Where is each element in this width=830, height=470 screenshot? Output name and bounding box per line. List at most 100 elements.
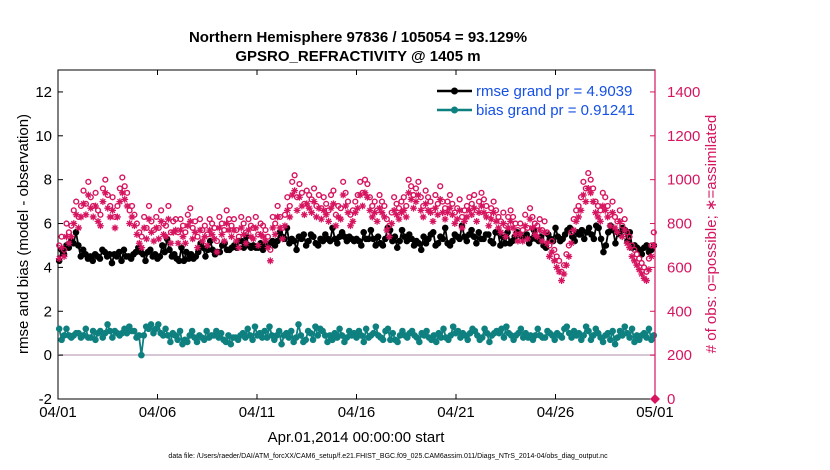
assimilated-point <box>376 204 383 212</box>
rmse-point <box>602 242 610 249</box>
possible-point <box>478 189 485 196</box>
assimilated-point <box>548 248 556 256</box>
possible-point <box>456 196 463 203</box>
assimilated-point <box>402 213 410 221</box>
assimilated-point <box>601 206 609 214</box>
possible-point <box>121 183 128 190</box>
possible-point <box>109 194 116 201</box>
possible-point <box>85 178 92 185</box>
possible-point <box>500 209 507 216</box>
assimilated-point <box>368 213 376 221</box>
assimilated-point <box>157 217 165 225</box>
possible-point <box>446 191 454 199</box>
rmse-point <box>300 231 308 238</box>
assimilated-point <box>550 257 558 265</box>
assimilated-point <box>609 209 616 216</box>
possible-point <box>466 194 473 201</box>
assimilated-point <box>165 215 172 223</box>
rmse-point <box>473 239 480 247</box>
possible-point <box>364 180 371 188</box>
possible-point <box>357 178 364 185</box>
bias-point <box>394 338 401 346</box>
possible-point <box>320 194 327 201</box>
x-axis: 04/01 04/06 04/11 04/16 04/21 04/26 05/01 <box>39 70 674 421</box>
y-left-tick-label: 8 <box>44 172 52 189</box>
assimilated-point <box>271 231 279 238</box>
bias-point <box>606 336 614 344</box>
assimilated-point <box>507 217 515 225</box>
possible-point <box>580 178 587 185</box>
assimilated-point <box>596 217 604 225</box>
rmse-point <box>290 237 298 245</box>
bias-point <box>478 334 486 341</box>
bias-point <box>360 338 368 346</box>
rmse-point <box>96 255 104 262</box>
bias-point <box>55 325 63 333</box>
bias-point <box>147 321 155 328</box>
assimilated-point <box>182 239 189 247</box>
assimilated-point <box>172 226 180 234</box>
legend-bias-label: bias grand pr = 0.91241 <box>476 102 635 119</box>
possible-point <box>97 211 104 218</box>
assimilated-point <box>446 204 454 212</box>
assimilated-point <box>553 264 561 271</box>
assimilated-point <box>155 235 163 243</box>
assimilated-point <box>82 211 90 219</box>
assimilated-point <box>305 204 313 212</box>
bias-point <box>580 332 587 339</box>
assimilated-point <box>118 189 126 197</box>
bias-point <box>379 336 387 344</box>
assimilated-point <box>152 224 160 232</box>
x-tick-label: 04/06 <box>139 404 177 421</box>
assimilated-point <box>577 206 585 214</box>
possible-point <box>145 202 153 210</box>
assimilated-point <box>436 196 444 203</box>
assimilated-point <box>468 211 476 219</box>
bias-point <box>464 336 471 344</box>
bias-point <box>517 325 525 333</box>
assimilated-point <box>327 204 335 212</box>
assimilated-point <box>347 222 354 230</box>
possible-point <box>412 185 420 192</box>
assimilated-point <box>339 191 347 199</box>
assimilated-point <box>167 239 175 247</box>
possible-point <box>274 202 281 210</box>
bias-point <box>140 332 148 339</box>
possible-point <box>405 176 412 183</box>
assimilated-point <box>485 222 493 230</box>
assimilated-point <box>145 215 153 223</box>
assimilated-point <box>589 198 597 205</box>
rmse-point <box>106 250 113 258</box>
bias-point <box>440 325 447 333</box>
bias-point <box>203 327 210 335</box>
x-tick-label: 04/01 <box>39 404 77 421</box>
possible-point <box>422 187 429 194</box>
rmse-point <box>293 246 300 254</box>
assimilated-point <box>60 253 68 260</box>
assimilated-point <box>623 239 631 247</box>
bias-point <box>60 332 68 339</box>
assimilated-point <box>116 198 124 205</box>
rmse-point <box>590 235 598 243</box>
assimilated-point <box>174 239 182 247</box>
assimilated-point <box>281 222 289 230</box>
assimilated-point <box>393 211 400 219</box>
possible-point <box>507 207 514 214</box>
assimilated-point <box>114 213 121 221</box>
legend-bias-marker <box>451 106 458 114</box>
assimilated-point <box>405 189 413 197</box>
possible-point <box>587 176 594 183</box>
assimilated-point <box>453 215 461 223</box>
bias-point <box>138 351 145 359</box>
possible-point <box>415 178 422 185</box>
assimilated-point <box>456 206 464 214</box>
bias-point <box>358 332 365 339</box>
x-tick-label: 04/21 <box>437 404 475 421</box>
possible-point <box>480 196 488 203</box>
possible-point <box>238 213 245 221</box>
possible-point <box>245 216 252 223</box>
assimilated-point <box>313 213 320 221</box>
possible-point <box>196 216 204 223</box>
assimilated-point <box>242 239 250 247</box>
possible-point <box>296 180 303 188</box>
